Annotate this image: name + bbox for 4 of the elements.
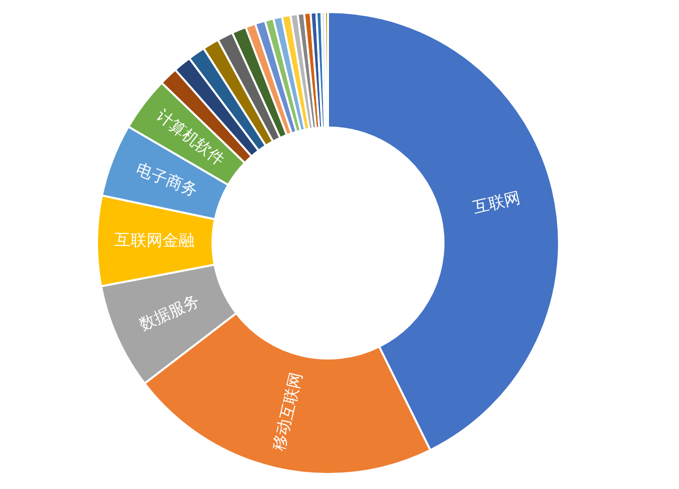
slice-label: 数据服务 [136, 290, 202, 334]
slice-label: 移动互联网 [268, 370, 306, 453]
slice-label: 互联网金融 [114, 230, 195, 250]
slice-label: 互联网 [470, 188, 522, 218]
